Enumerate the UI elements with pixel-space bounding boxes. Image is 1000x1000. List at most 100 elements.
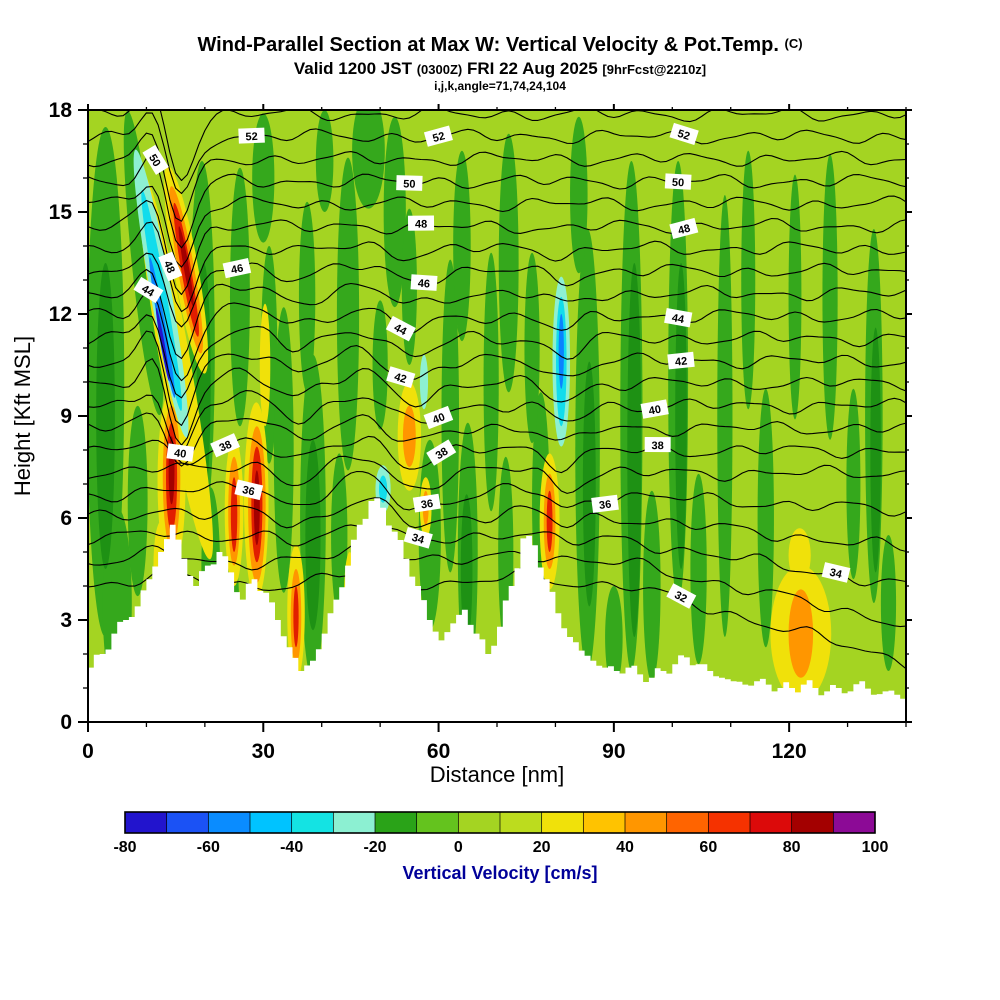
contour-label: 34 xyxy=(403,526,433,549)
contour-label-value: 48 xyxy=(677,223,692,238)
valid-time-line: Valid 1200 JST (0300Z) FRI 22 Aug 2025 [… xyxy=(0,59,1000,79)
colorbar-segment xyxy=(333,812,376,833)
contour-label: 32 xyxy=(666,583,697,609)
contour-label: 42 xyxy=(386,366,416,389)
colorbar-tick-label: 100 xyxy=(862,839,889,856)
colorbar-segment xyxy=(166,812,209,833)
contour-label-layer: 52 52 52 50 50 50 48 48 48 46 46 44 44 44 42 42 40 40 40 38… xyxy=(133,122,851,609)
chart-title: Wind-Parallel Section at Max W: Vertical… xyxy=(0,34,1000,57)
green-fill-region xyxy=(741,150,756,410)
isentrope-contour xyxy=(88,412,906,467)
isentrope-contour xyxy=(88,185,906,268)
contour-label-box xyxy=(407,215,435,231)
isentrope-contour xyxy=(88,314,906,399)
y-tick-label: 15 xyxy=(49,201,73,224)
x-tick-label: 0 xyxy=(82,740,94,763)
colorbar-segment xyxy=(375,812,418,833)
contour-label-value: 50 xyxy=(403,178,416,190)
deep_green-fill-region xyxy=(96,263,115,569)
green-fill-region xyxy=(570,116,588,274)
valid-prefix: Valid 1200 JST xyxy=(293,59,412,78)
forecast-info: [9hrFcst@2210z] xyxy=(602,62,707,77)
colorbar-segment xyxy=(583,812,626,833)
red-fill-region xyxy=(293,586,299,648)
contour-label-box xyxy=(403,526,433,549)
colorbar-segment xyxy=(416,812,459,833)
contour-label: 50 xyxy=(142,144,169,175)
contour-label-box xyxy=(821,562,851,583)
green-fill-region xyxy=(880,535,897,671)
x-tick-label: 90 xyxy=(602,740,625,763)
green-fill-region xyxy=(273,307,294,593)
isentrope-contour xyxy=(88,470,906,517)
green-fill-region xyxy=(229,167,250,427)
contour-label: 40 xyxy=(423,405,454,430)
green-fill-region xyxy=(498,133,519,393)
deep_green-fill-region xyxy=(627,263,642,637)
contour-label-value: 52 xyxy=(245,131,258,144)
contour-label-box xyxy=(423,125,453,147)
isentrope-contour xyxy=(88,390,906,454)
contour-label-value: 38 xyxy=(652,440,664,452)
y-tick-label: 18 xyxy=(49,99,73,122)
contour-label-box xyxy=(238,127,265,144)
green-fill-region xyxy=(605,586,623,688)
contour-label-value: 38 xyxy=(434,446,451,463)
contour-label-box xyxy=(142,144,169,175)
contour-label-value: 34 xyxy=(828,567,844,582)
colorbar-segment xyxy=(125,812,168,833)
isentrope-contour xyxy=(88,455,906,494)
isentrope-contour xyxy=(88,132,906,222)
colorbar-segment xyxy=(458,812,501,833)
y-tick-label: 9 xyxy=(60,405,72,428)
contour-label-box xyxy=(664,307,693,328)
colorbar-title: Vertical Velocity [cm/s] xyxy=(402,863,597,883)
colorbar-segment xyxy=(791,812,834,833)
blue-fill-region xyxy=(558,314,564,389)
contour-label-value: 42 xyxy=(674,355,687,368)
contour-label-value: 42 xyxy=(393,371,408,386)
green-fill-region xyxy=(127,405,148,597)
colorbar-tick-label: 60 xyxy=(699,839,717,856)
contour-label: 40 xyxy=(166,443,195,462)
green-fill-region xyxy=(453,150,471,342)
x-tick-label: 120 xyxy=(772,740,807,763)
contour-label-value: 40 xyxy=(173,447,187,461)
isentrope-contour xyxy=(88,112,906,195)
light_cyan-fill-region xyxy=(419,354,429,410)
colorbar-tick-label: 0 xyxy=(454,839,463,856)
x-tick-label: 30 xyxy=(252,740,275,763)
contour-label: 48 xyxy=(158,251,183,282)
yellow-fill-region xyxy=(788,528,811,583)
contour-label-value: 40 xyxy=(431,411,447,427)
colorbar-segment xyxy=(500,812,543,833)
title-block: Wind-Parallel Section at Max W: Vertical… xyxy=(0,34,1000,93)
colorbar-tick-label: 20 xyxy=(533,839,551,856)
contour-label-value: 46 xyxy=(417,278,430,291)
contour-label: 36 xyxy=(591,494,619,513)
colorbar-layer: -80 -60 -40 -20 0 20 40 60 80 100 xyxy=(113,811,889,856)
colorbar-segment xyxy=(708,812,751,833)
isentrope-contour xyxy=(88,155,906,249)
colorbar-segment xyxy=(541,812,584,833)
chart-title-text: Wind-Parallel Section at Max W: Vertical… xyxy=(197,34,779,56)
isentrope-contour xyxy=(88,199,906,296)
contour-label-value: 48 xyxy=(161,259,177,275)
isentrope-contour xyxy=(88,497,906,552)
contour-label-value: 32 xyxy=(672,589,688,605)
colorbar-tick-label: -60 xyxy=(197,839,220,856)
contour-label-value: 50 xyxy=(672,177,685,190)
y-tick-label: 3 xyxy=(60,609,72,632)
contour-label-box xyxy=(664,173,692,190)
contour-label-box xyxy=(666,583,697,609)
green-fill-region xyxy=(298,201,316,393)
contour-label-box xyxy=(222,258,252,279)
colorbar-segment xyxy=(291,812,334,833)
contour-label: 44 xyxy=(385,315,416,342)
contour-label-value: 40 xyxy=(648,404,662,418)
contour-label: 38 xyxy=(210,433,241,458)
orange-fill-region xyxy=(402,405,416,467)
